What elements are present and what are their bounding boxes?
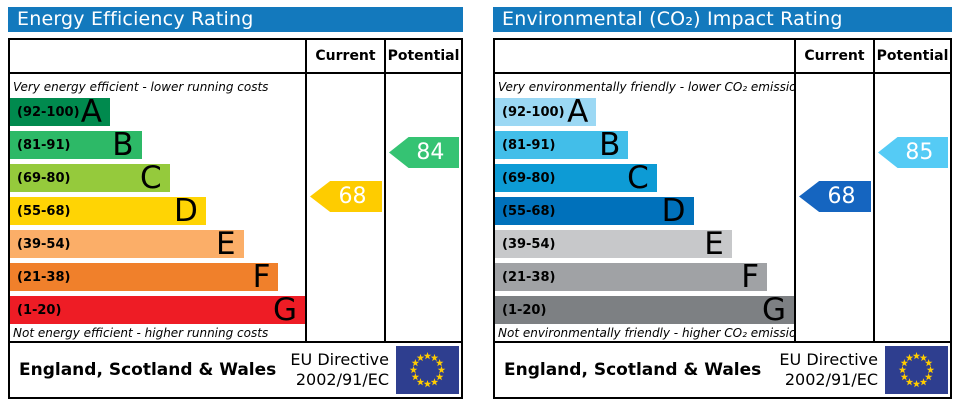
energy-potential-arrow: 84	[389, 137, 459, 168]
band-range-label: (1-20)	[17, 302, 62, 318]
energy-current-arrow: 68	[310, 181, 382, 212]
band-letter: E	[216, 226, 236, 262]
eu-directive-line1: EU Directive	[779, 350, 878, 369]
co2-current-column: 68	[794, 74, 873, 341]
energy-band-g: (1-20) G	[10, 292, 305, 328]
energy-band-a: (92-100) A	[10, 94, 110, 130]
band-range-label: (39-54)	[502, 236, 556, 252]
band-letter: F	[252, 259, 271, 295]
band-letter: G	[761, 292, 786, 328]
band-range-label: (81-91)	[17, 137, 71, 153]
energy-band-d: (55-68) D	[10, 193, 206, 229]
co2-potential-arrow: 85	[878, 137, 948, 168]
band-range-label: (92-100)	[502, 104, 565, 120]
band-range-label: (21-38)	[17, 269, 71, 285]
energy-rating-table: Current Potential Very energy efficient …	[8, 38, 463, 399]
band-range-label: (81-91)	[502, 137, 556, 153]
band-letter: E	[704, 226, 724, 262]
band-letter: G	[272, 292, 297, 328]
band-letter: B	[599, 127, 621, 163]
co2-top-note: Very environmentally friendly - lower CO…	[498, 80, 794, 94]
band-range-label: (39-54)	[17, 236, 71, 252]
co2-bottom-note: Not environmentally friendly - higher CO…	[498, 326, 794, 340]
band-range-label: (21-38)	[502, 269, 556, 285]
band-letter: C	[139, 160, 162, 196]
energy-top-note: Very energy efficient - lower running co…	[13, 80, 269, 94]
energy-panel-title: Energy Efficiency Rating	[8, 7, 463, 32]
energy-potential-column-header: Potential	[384, 40, 461, 74]
co2-potential-column-header: Potential	[873, 40, 950, 74]
energy-current-column-header: Current	[305, 40, 384, 74]
co2-band-e: (39-54) E	[495, 226, 732, 262]
energy-potential-column: 84	[384, 74, 461, 341]
co2-band-c: (69-80) C	[495, 160, 657, 196]
co2-bands-area: Very environmentally friendly - lower CO…	[495, 74, 794, 341]
co2-current-value: 68	[827, 184, 856, 209]
band-letter: C	[627, 160, 649, 196]
energy-current-column: 68	[305, 74, 384, 341]
band-letter: A	[567, 94, 589, 130]
energy-efficiency-panel: Energy Efficiency Rating Current Potenti…	[8, 7, 463, 399]
eu-directive-line2: 2002/91/EC	[784, 370, 878, 389]
band-range-label: (92-100)	[17, 104, 80, 120]
band-range-label: (1-20)	[502, 302, 547, 318]
energy-band-f: (21-38) F	[10, 259, 279, 295]
co2-potential-value: 85	[905, 140, 934, 165]
co2-rating-table: Current Potential Very environmentally f…	[493, 38, 952, 399]
band-letter: F	[741, 259, 760, 295]
energy-band-b: (81-91) B	[10, 127, 142, 163]
band-range-label: (55-68)	[502, 203, 556, 219]
eu-flag-icon	[396, 346, 459, 394]
co2-band-f: (21-38) F	[495, 259, 768, 295]
co2-band-d: (55-68) D	[495, 193, 694, 229]
band-letter: B	[112, 127, 134, 163]
eu-flag-icon	[885, 346, 948, 394]
band-range-label: (69-80)	[502, 170, 556, 186]
eu-directive-label: EU Directive 2002/91/EC	[290, 350, 389, 390]
energy-current-value: 68	[338, 184, 367, 209]
energy-band-c: (69-80) C	[10, 160, 170, 196]
band-letter: D	[174, 193, 198, 229]
band-letter: A	[80, 94, 102, 130]
co2-impact-panel: Environmental (CO₂) Impact Rating Curren…	[493, 7, 952, 399]
energy-footer: England, Scotland & Wales EU Directive 2…	[10, 341, 461, 397]
co2-header-spacer	[495, 40, 794, 74]
eu-directive-label: EU Directive 2002/91/EC	[779, 350, 878, 390]
co2-band-g: (1-20) G	[495, 292, 794, 328]
region-label: England, Scotland & Wales	[504, 360, 762, 380]
co2-current-column-header: Current	[794, 40, 873, 74]
energy-bottom-note: Not energy efficient - higher running co…	[13, 326, 269, 340]
co2-current-arrow: 68	[799, 181, 871, 212]
band-letter: D	[661, 193, 686, 229]
co2-band-a: (92-100) A	[495, 94, 597, 130]
co2-footer: England, Scotland & Wales EU Directive 2…	[495, 341, 950, 397]
co2-band-b: (81-91) B	[495, 127, 629, 163]
eu-directive-line1: EU Directive	[290, 350, 389, 369]
energy-band-e: (39-54) E	[10, 226, 244, 262]
region-label: England, Scotland & Wales	[19, 360, 277, 380]
co2-potential-column: 85	[873, 74, 950, 341]
energy-potential-value: 84	[416, 140, 445, 165]
energy-bands-area: Very energy efficient - lower running co…	[10, 74, 305, 341]
co2-panel-title: Environmental (CO₂) Impact Rating	[493, 7, 952, 32]
eu-directive-line2: 2002/91/EC	[295, 370, 389, 389]
band-range-label: (69-80)	[17, 170, 71, 186]
band-range-label: (55-68)	[17, 203, 71, 219]
energy-header-spacer	[10, 40, 305, 74]
